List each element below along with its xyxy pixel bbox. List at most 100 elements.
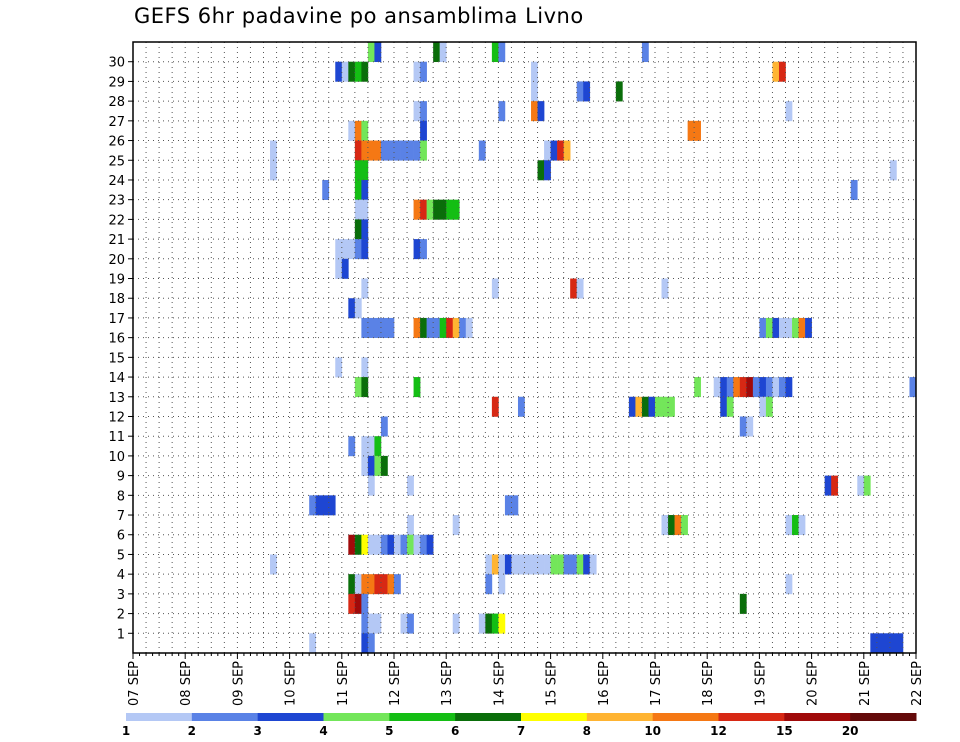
- precip-cell: [537, 160, 545, 181]
- colorbar-label: 5: [385, 724, 393, 738]
- precip-cell: [778, 61, 786, 82]
- colorbar-swatch: [652, 713, 719, 721]
- precip-cell: [387, 317, 395, 338]
- precip-cell: [504, 554, 512, 575]
- colorbar-label: 12: [710, 724, 727, 738]
- precip-cell: [498, 613, 506, 634]
- precip-cell: [394, 574, 401, 595]
- precip-cell: [361, 317, 369, 338]
- precip-cell: [354, 219, 362, 240]
- precip-cell: [524, 554, 532, 575]
- precip-cell: [374, 436, 382, 457]
- precip-cell: [759, 377, 767, 398]
- precip-cell: [380, 534, 388, 555]
- precip-cell: [367, 534, 375, 555]
- y-tick-label: 10: [108, 450, 125, 465]
- precip-cell: [348, 593, 356, 614]
- precip-cell: [361, 140, 369, 161]
- precip-cell: [765, 377, 773, 398]
- precip-cell: [739, 416, 747, 437]
- x-tick-label: 16 SEP: [597, 661, 612, 706]
- y-tick-label: 9: [117, 470, 125, 485]
- precip-cell: [687, 120, 695, 141]
- precip-cell: [661, 396, 669, 417]
- precip-cell: [739, 377, 747, 398]
- precip-cell: [772, 317, 780, 338]
- precip-cell: [420, 140, 427, 161]
- precip-cell: [420, 239, 427, 260]
- colorbar-label: 8: [583, 724, 591, 738]
- y-tick-label: 24: [108, 174, 125, 189]
- colorbar-label: 3: [253, 724, 261, 738]
- precip-cell: [531, 101, 538, 122]
- precip-cell: [478, 613, 486, 634]
- precip-cell: [348, 534, 356, 555]
- precip-cell: [361, 61, 369, 82]
- precip-cell: [485, 613, 493, 634]
- precip-cell: [563, 554, 571, 575]
- precip-cell: [413, 377, 421, 398]
- precip-cell: [720, 396, 728, 417]
- precip-cell: [531, 81, 538, 102]
- precip-cell: [270, 554, 277, 575]
- precip-cell: [896, 633, 904, 654]
- precip-cell: [713, 377, 721, 398]
- precip-cell: [433, 42, 440, 63]
- precip-cell: [785, 377, 793, 398]
- precip-cell: [739, 593, 747, 614]
- precip-cell: [889, 160, 897, 181]
- precip-cell: [400, 534, 408, 555]
- precip-cell: [407, 613, 414, 634]
- y-tick-label: 17: [108, 312, 125, 327]
- precip-cell: [668, 515, 675, 536]
- y-tick-label: 16: [108, 332, 125, 347]
- precip-cell: [798, 317, 806, 338]
- precip-cell: [641, 42, 649, 63]
- x-tick-label: 19 SEP: [753, 661, 768, 706]
- precip-cell: [380, 416, 388, 437]
- precip-cell: [681, 515, 688, 536]
- x-tick-label: 20 SEP: [806, 661, 821, 706]
- precip-cell: [576, 554, 584, 575]
- precip-cell: [361, 239, 369, 260]
- precip-cell: [589, 554, 597, 575]
- precip-cell: [270, 140, 277, 161]
- precip-cell: [361, 219, 369, 240]
- precip-cell: [857, 475, 865, 496]
- precip-cell: [615, 81, 623, 102]
- precip-cell: [354, 160, 362, 181]
- precip-cell: [361, 534, 369, 555]
- precip-cell: [668, 396, 675, 417]
- precip-cell: [367, 140, 375, 161]
- x-axis-ticks: 07 SEP 08 SEP 09 SEP 10 SEP 11 SEP 12 SEP 13 S…: [127, 653, 925, 706]
- precip-cell: [367, 455, 375, 476]
- precip-cell: [446, 317, 454, 338]
- y-tick-label: 3: [117, 588, 125, 603]
- y-tick-label: 13: [108, 391, 125, 406]
- precip-cell: [720, 377, 728, 398]
- colorbar-swatch: [126, 713, 193, 721]
- precip-cell: [746, 416, 754, 437]
- precip-cell: [322, 495, 330, 516]
- precip-cell: [348, 436, 356, 457]
- y-tick-label: 20: [108, 253, 125, 268]
- colorbar-legend: 1 2 3 4 5 6 7 8 10 12 15 20: [122, 713, 917, 738]
- colorbar-label: 1: [122, 724, 130, 738]
- precip-cell: [374, 455, 382, 476]
- precip-cell: [367, 633, 375, 654]
- precip-cell: [726, 396, 734, 417]
- precip-cell: [517, 396, 525, 417]
- precip-cell: [426, 317, 434, 338]
- precip-cell: [831, 475, 839, 496]
- precip-cell: [439, 199, 447, 220]
- y-tick-label: 30: [108, 56, 125, 71]
- precip-cell: [576, 81, 584, 102]
- precip-cell: [452, 515, 460, 536]
- precip-cell: [778, 317, 786, 338]
- colorbar-label: 2: [188, 724, 196, 738]
- colorbar-swatch: [850, 713, 917, 721]
- precip-cell: [765, 317, 773, 338]
- x-tick-label: 12 SEP: [388, 661, 403, 706]
- y-tick-label: 18: [108, 292, 125, 307]
- precip-cell: [889, 633, 897, 654]
